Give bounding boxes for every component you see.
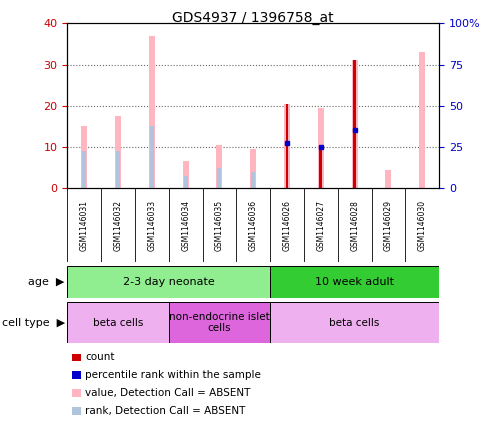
Bar bbox=[116, 151, 120, 188]
Text: count: count bbox=[85, 352, 115, 363]
Text: age  ▶: age ▶ bbox=[28, 277, 65, 287]
Text: GDS4937 / 1396758_at: GDS4937 / 1396758_at bbox=[173, 11, 334, 25]
Bar bbox=[286, 104, 288, 188]
Bar bbox=[419, 52, 425, 188]
Text: 10 week adult: 10 week adult bbox=[315, 277, 394, 287]
Text: GSM1146029: GSM1146029 bbox=[384, 200, 393, 251]
Bar bbox=[217, 145, 223, 188]
Text: GSM1146028: GSM1146028 bbox=[350, 200, 359, 251]
Bar bbox=[67, 266, 270, 298]
Bar bbox=[270, 302, 439, 343]
Bar bbox=[270, 266, 439, 298]
Bar bbox=[250, 149, 256, 188]
Text: GSM1146030: GSM1146030 bbox=[418, 200, 427, 251]
Bar bbox=[115, 116, 121, 188]
Text: GSM1146036: GSM1146036 bbox=[249, 200, 258, 251]
Bar bbox=[319, 147, 322, 188]
Bar bbox=[352, 60, 358, 188]
Text: non-endocrine islet
cells: non-endocrine islet cells bbox=[169, 312, 270, 333]
Bar bbox=[318, 108, 324, 188]
Bar bbox=[169, 302, 270, 343]
Bar bbox=[183, 162, 189, 188]
Text: GSM1146031: GSM1146031 bbox=[80, 200, 89, 251]
Text: beta cells: beta cells bbox=[93, 318, 143, 327]
Bar bbox=[150, 126, 154, 188]
Bar bbox=[81, 126, 87, 188]
Text: GSM1146026: GSM1146026 bbox=[282, 200, 291, 251]
Text: GSM1146035: GSM1146035 bbox=[215, 200, 224, 251]
Text: rank, Detection Call = ABSENT: rank, Detection Call = ABSENT bbox=[85, 406, 246, 416]
Text: value, Detection Call = ABSENT: value, Detection Call = ABSENT bbox=[85, 388, 250, 398]
Bar bbox=[284, 104, 290, 188]
Text: percentile rank within the sample: percentile rank within the sample bbox=[85, 370, 261, 380]
Bar bbox=[149, 36, 155, 188]
Bar bbox=[67, 302, 169, 343]
Bar bbox=[82, 151, 86, 188]
Text: GSM1146034: GSM1146034 bbox=[181, 200, 190, 251]
Text: cell type  ▶: cell type ▶ bbox=[1, 318, 65, 327]
Bar bbox=[353, 60, 356, 188]
Bar bbox=[385, 170, 392, 188]
Text: beta cells: beta cells bbox=[329, 318, 380, 327]
Text: GSM1146032: GSM1146032 bbox=[114, 200, 123, 251]
Text: 2-3 day neonate: 2-3 day neonate bbox=[123, 277, 215, 287]
Text: GSM1146027: GSM1146027 bbox=[316, 200, 325, 251]
Bar bbox=[184, 176, 188, 188]
Text: GSM1146033: GSM1146033 bbox=[147, 200, 156, 251]
Bar bbox=[251, 172, 255, 188]
Bar bbox=[218, 168, 222, 188]
